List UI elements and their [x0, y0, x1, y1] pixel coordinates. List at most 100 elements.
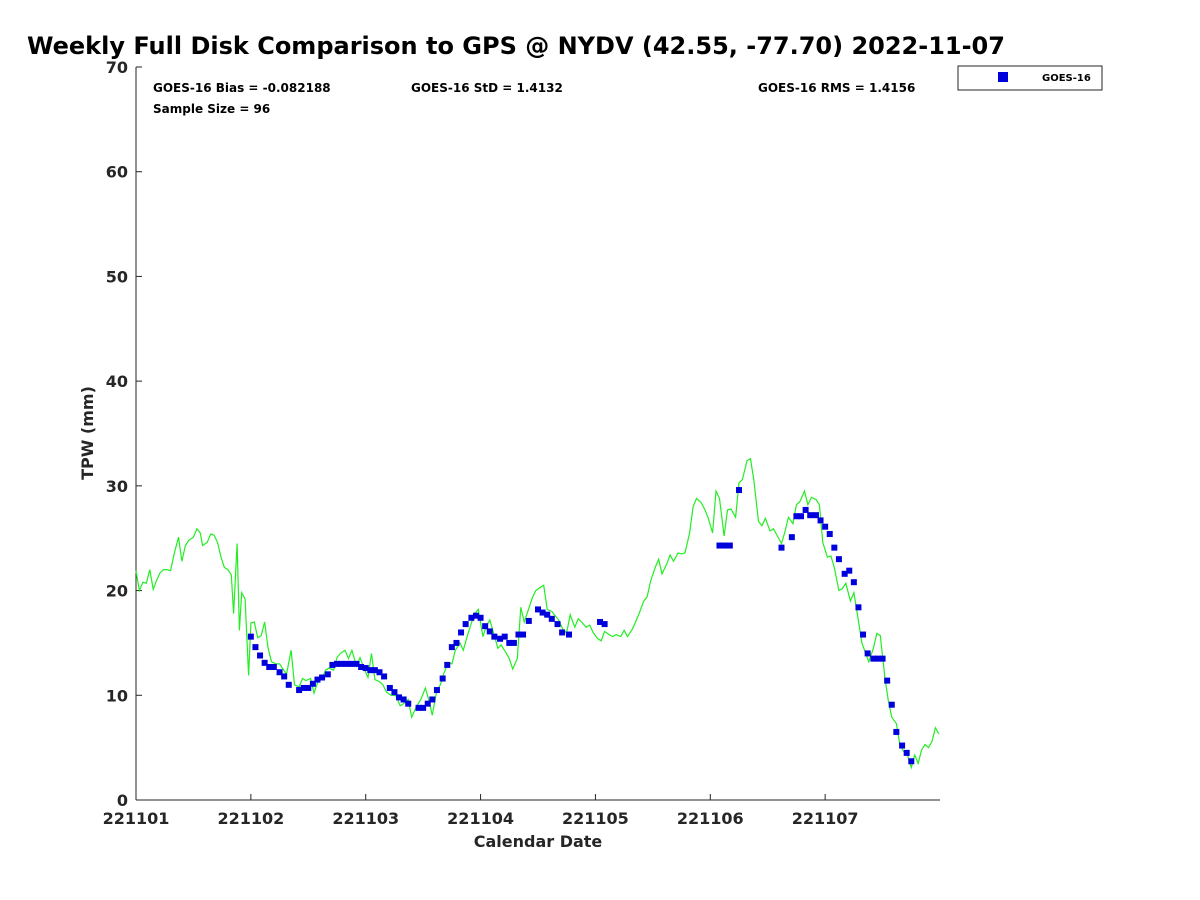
goes-16-point [903, 749, 910, 756]
chart-title: Weekly Full Disk Comparison to GPS @ NYD… [27, 32, 1005, 60]
goes-16-point [544, 611, 551, 618]
goes-16-point [429, 696, 436, 703]
goes-16-point [296, 687, 303, 694]
x-tick-label: 221102 [217, 809, 284, 828]
y-tick-label: 30 [106, 477, 128, 496]
gps-series-line [135, 457, 940, 770]
goes-16-point [491, 633, 498, 640]
goes-16-point [424, 700, 431, 707]
goes-16-point [309, 680, 316, 687]
x-axis-label: Calendar Date [474, 832, 603, 851]
goes-16-point [300, 684, 307, 691]
legend: GOES-16 [957, 65, 1103, 91]
x-tick-label: 221103 [332, 809, 399, 828]
legend-label-goes-16: GOES-16 [1042, 73, 1091, 84]
goes-16-point [444, 661, 451, 668]
goes-16-point [879, 655, 886, 662]
y-tick-label: 10 [106, 686, 128, 705]
goes-16-point [559, 629, 566, 636]
goes-16-point [566, 631, 573, 638]
goes-16-point [270, 664, 277, 671]
goes-16-point [376, 669, 383, 676]
goes-16-point [362, 665, 369, 672]
goes-16-point [535, 606, 541, 613]
goes-16-point [261, 659, 268, 666]
goes-16-point [884, 677, 891, 684]
goes-16-point [477, 614, 484, 621]
goes-16-point [257, 652, 264, 659]
y-tick-label: 0 [117, 791, 128, 810]
goes-16-point [448, 644, 455, 651]
goes-16-point [515, 631, 522, 638]
goes-16-point [247, 633, 254, 640]
goes-16-point [266, 664, 273, 671]
x-tick-label: 221101 [103, 809, 170, 828]
goes-16-point [347, 660, 354, 667]
goes-16-point [835, 556, 842, 563]
goes-16-point [453, 639, 460, 646]
goes-16-point [864, 650, 871, 657]
goes-16-point [788, 534, 795, 541]
goes-16-point [874, 655, 881, 662]
legend-box [957, 65, 1103, 91]
goes-16-point [539, 609, 546, 616]
goes-16-point [860, 631, 867, 638]
goes-16-point [371, 667, 378, 674]
goes-16-point [319, 674, 326, 681]
goes-16-point [597, 618, 604, 625]
goes-16-point [793, 513, 800, 520]
goes-16-point [554, 621, 561, 628]
goes-16-point [525, 617, 532, 624]
goes-16-point [855, 604, 862, 611]
goes-16-point [850, 579, 857, 586]
goes-16-point [462, 621, 469, 628]
goes-16-point [482, 623, 489, 630]
goes-16-point [420, 704, 427, 711]
goes-16-point [433, 687, 440, 694]
stat-rms: GOES-16 RMS = 1.4156 [758, 81, 915, 95]
y-axis-label: TPW (mm) [78, 386, 97, 480]
goes-16-point [888, 701, 895, 708]
goes-16-point [281, 673, 288, 680]
plot-area [136, 67, 940, 800]
x-tick-label: 221107 [792, 809, 859, 828]
goes-16-point [506, 639, 513, 646]
goes-16-point [497, 635, 504, 642]
x-tick-label: 221105 [562, 809, 629, 828]
goes-16-point [826, 531, 833, 538]
x-tick-label: 221106 [677, 809, 744, 828]
stat-std: GOES-16 StD = 1.4132 [411, 81, 563, 95]
y-ticks: 0 10 20 30 40 50 60 70 [106, 58, 142, 810]
goes-16-point [899, 742, 906, 749]
y-tick-label: 70 [106, 58, 128, 77]
goes-16-point [415, 704, 422, 711]
goes-16-point [252, 644, 259, 651]
stat-bias: GOES-16 Bias = -0.082188 [153, 81, 331, 95]
goes-16-point [893, 728, 900, 735]
goes-16-point [486, 628, 493, 635]
goes-16-point [358, 664, 365, 671]
goes-16-point [716, 542, 723, 549]
goes-16-point [405, 700, 412, 707]
goes-16-point [831, 544, 838, 551]
goes-16-point [601, 621, 608, 628]
goes-16-point [472, 612, 479, 619]
gps-series-group [135, 457, 940, 770]
x-ticks: 221101 221102 221103 221104 221105 221106 2211… [103, 794, 859, 828]
goes-16-point [798, 513, 805, 520]
goes-series-group [247, 487, 915, 765]
goes-16-point [817, 517, 824, 524]
goes-16-point [391, 689, 398, 696]
goes-16-point [276, 669, 283, 676]
y-tick-label: 20 [106, 582, 128, 601]
goes-16-point [285, 681, 292, 688]
stat-sample-size: Sample Size = 96 [153, 102, 270, 116]
goes-16-point [400, 696, 407, 703]
goes-16-point [396, 694, 403, 701]
goes-16-point [305, 684, 312, 691]
goes-16-point [548, 615, 555, 622]
goes-16-point [841, 570, 848, 577]
x-tick-label: 221104 [447, 809, 514, 828]
y-tick-label: 40 [106, 372, 128, 391]
